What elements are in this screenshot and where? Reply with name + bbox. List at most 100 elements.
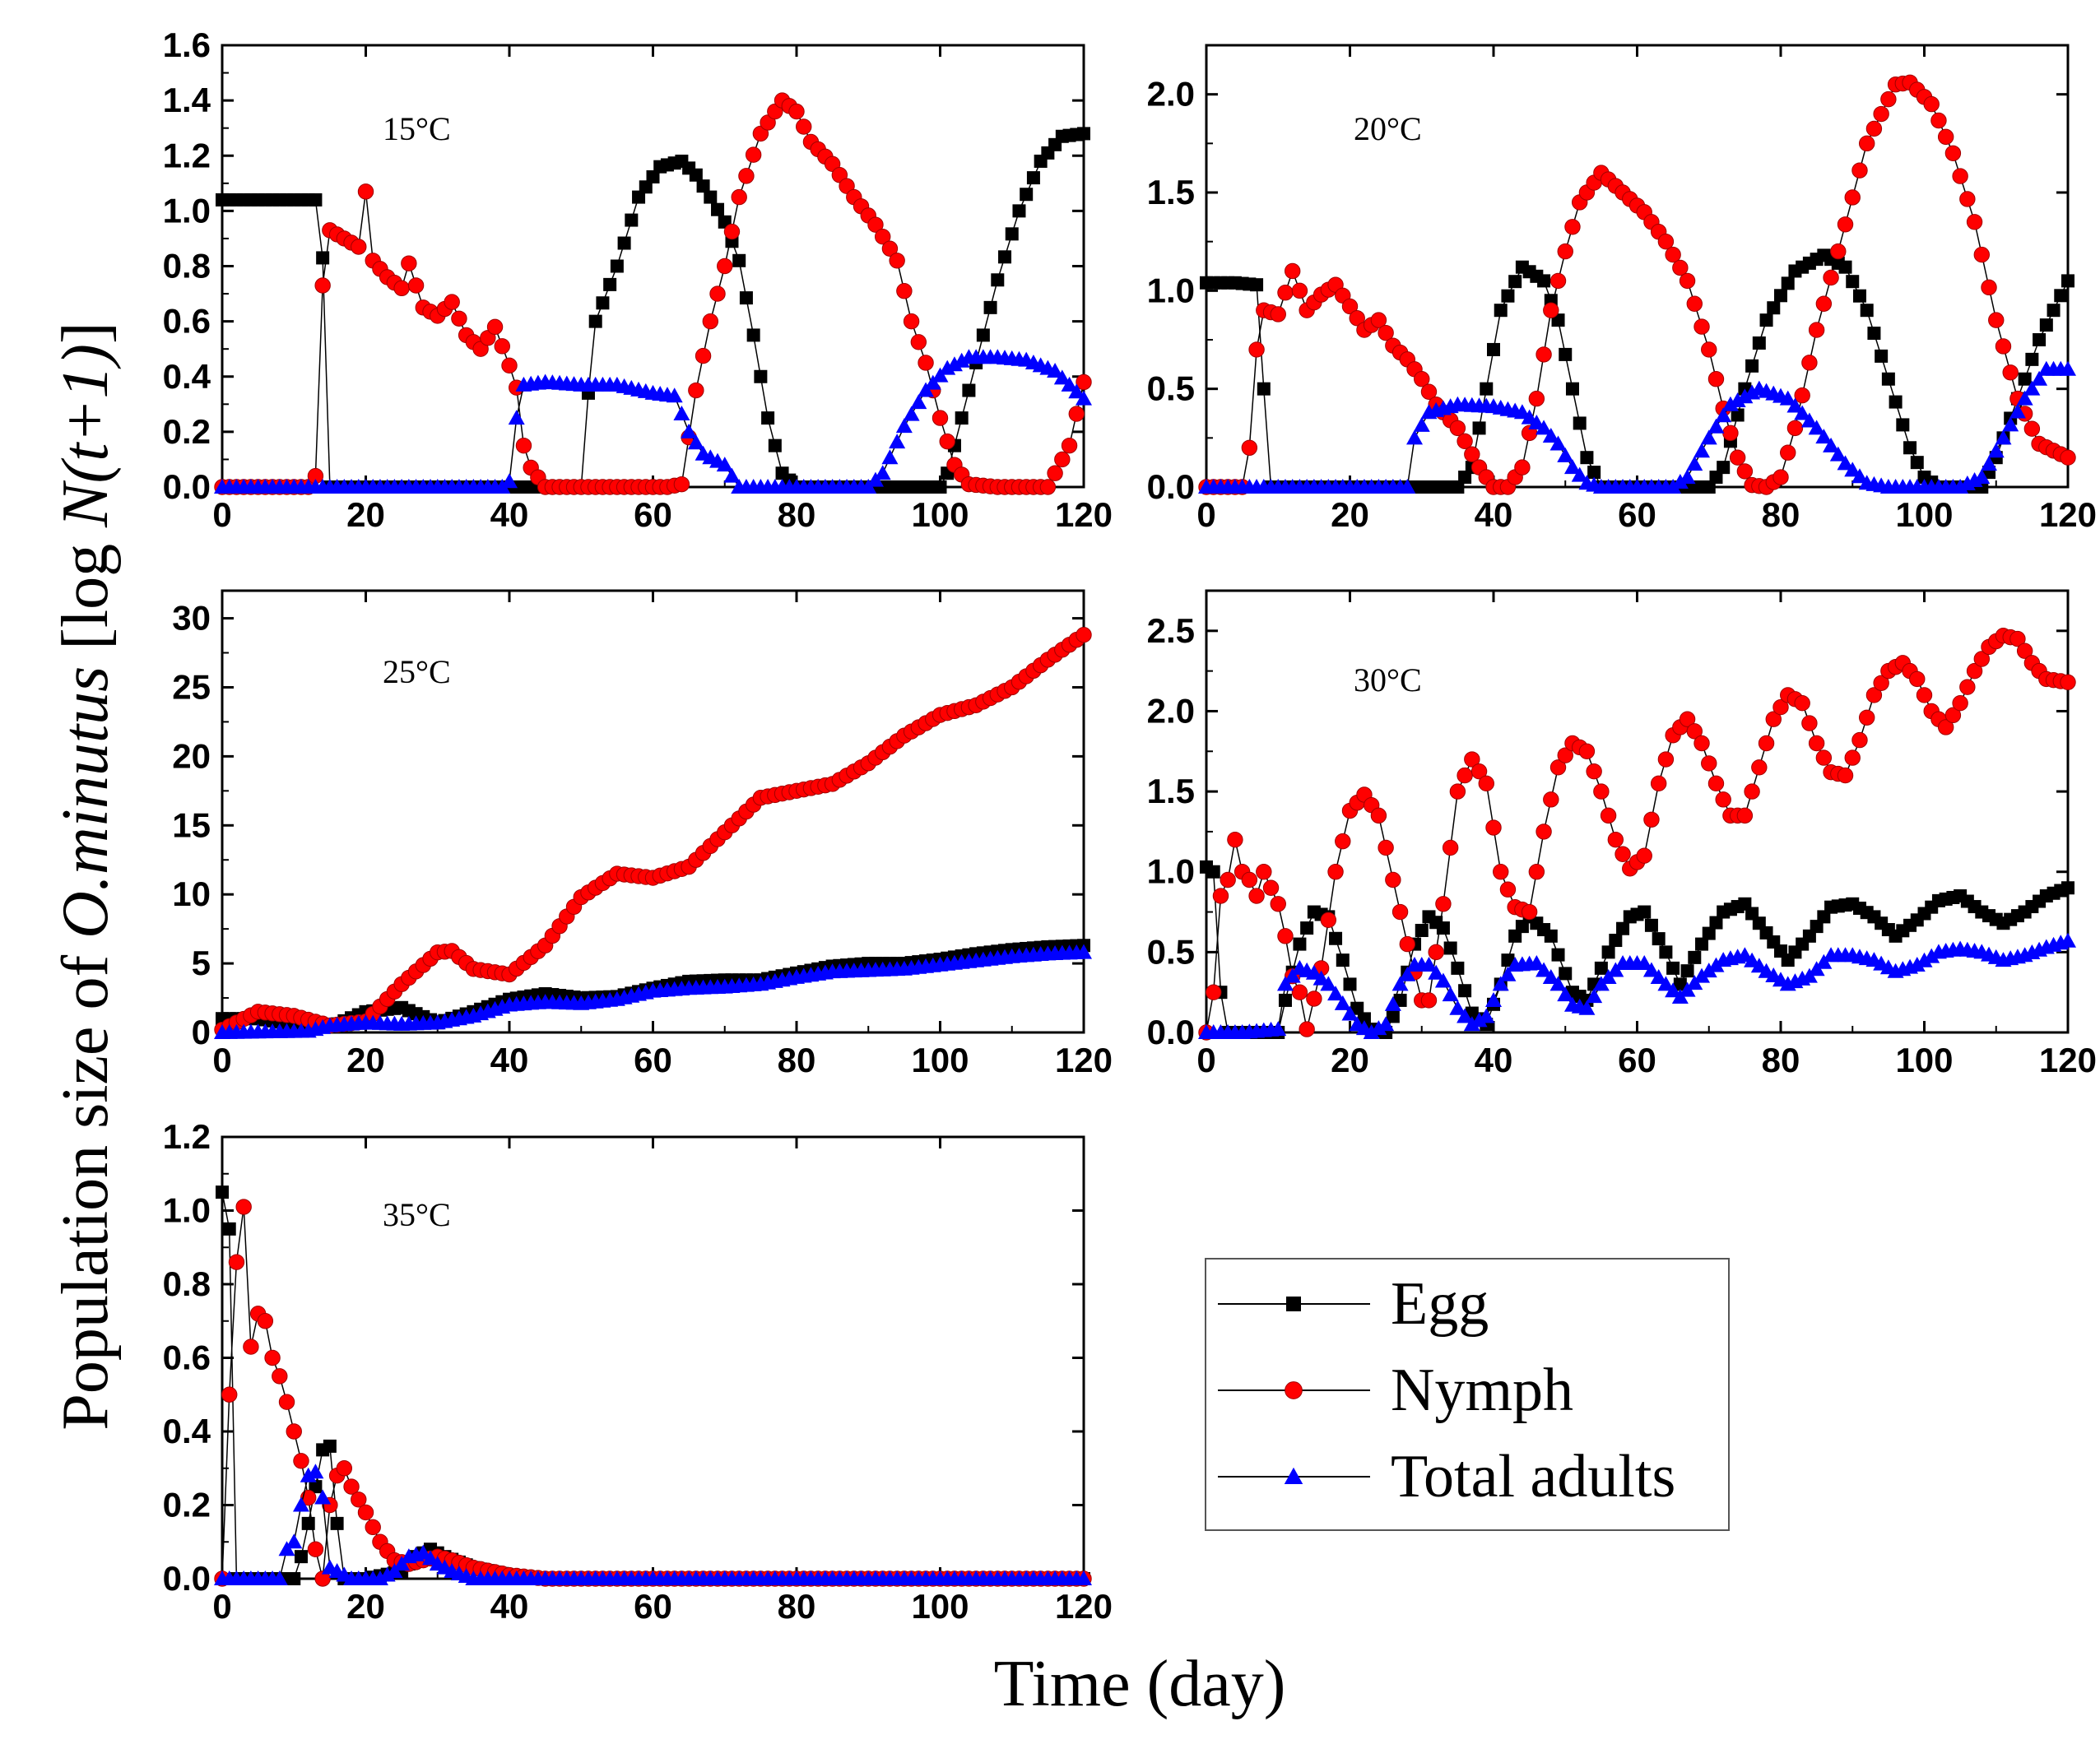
panel-20c-nymph-point [1794,387,1810,404]
panel-35c-total-adults-point [314,1489,332,1505]
panel-20c-egg-point [1860,304,1874,318]
panel-30c-total-adults-point [1693,967,1711,983]
panel-30c-nymph-point [1493,864,1509,880]
panel-20c-nymph-point [1414,371,1430,387]
panel-35c-x-tick-label: 0 [212,1587,231,1626]
panel-20c-nymph-point [1859,135,1875,152]
panel-15c-nymph-point [709,285,726,302]
panel-30c-nymph-point [1464,751,1480,768]
panel-30c-nymph-point [1873,675,1889,691]
panel-30c-nymph-point [2009,630,2026,647]
panel-30c-nymph-point [2060,674,2076,691]
panel-30c-nymph-point [1449,783,1466,800]
panel-30c-x-tick-label: 40 [1475,1041,1513,1079]
panel-20c-egg-point [2054,289,2068,303]
panel-35c-y-tick-label: 1.2 [163,1117,211,1156]
panel-30c-y-tick-label: 2.5 [1147,611,1195,650]
panel-30c-nymph-point [1679,711,1696,727]
panel-30c-total-adults-point [1363,1024,1380,1039]
panel-20c-total-adults-point [1406,429,1424,445]
panel-30c-nymph-point [1815,749,1833,766]
panel-30c-egg-point [1293,937,1307,951]
panel-30c-nymph-point [1701,755,1717,772]
panel-15c-nymph-point [867,216,884,233]
panel-15c-nymph-point [881,240,899,257]
panel-30c-nymph-point [1378,839,1394,856]
panel-35c-egg-point [330,1516,344,1530]
panel-30c-egg-point [1551,948,1565,962]
panel-20c-egg-point [1472,421,1486,435]
panel-15c-total-adults-point [501,473,518,489]
panel-20c-nymph-point [1736,463,1754,480]
panel-15c-egg-point [632,190,646,204]
panel-25c-series-total-adults [214,944,1092,1039]
panel-20c-nymph-point [1672,259,1689,276]
panel-15c-total-adults-point [1061,376,1078,392]
panel-15c-egg-point [1020,188,1034,202]
panel-20c-nymph-point [1370,312,1387,328]
panel-15c-nymph-point [717,257,733,275]
panel-15c-nymph-point [903,313,920,330]
panel-15c-total-adults-point [666,387,683,403]
panel-20c-nymph-point [1665,246,1681,263]
panel-20c-nymph-point [1944,145,1962,161]
panel-30c-nymph-point [1320,912,1337,929]
panel-30c-nymph-point [1808,735,1825,752]
panel-30c-nymph-point [1327,864,1344,880]
panel-30c-nymph-point [1607,831,1624,848]
panel-20c-nymph-point [1808,322,1825,338]
panel-35c-y-tick-label: 1.0 [163,1191,211,1230]
panel-20c-nymph-point [1701,341,1717,358]
panel-20c-total-adults-point [1851,468,1868,484]
panel-20c-egg-point [1781,276,1795,290]
legend-label-nymph: Nymph [1391,1357,1573,1424]
panel-15c-egg-point [309,193,323,206]
panel-20c-egg-point [1881,372,1895,386]
panel-20c-total-adults-point [1557,447,1574,462]
panel-15c-x-tick-label: 0 [212,495,231,534]
panel-25c-nymph-point [1076,627,1092,643]
panel-30c-nymph-point [1248,888,1265,904]
panel-15c-total-adults-point [687,434,704,450]
panel-35c-nymph-point [343,1478,360,1495]
panel-20c-total-adults-point [1823,437,1840,452]
panel-30c-nymph-point [1528,864,1545,880]
panel-30c-nymph-point [1758,735,1775,752]
panel-15c-x-tick-label: 100 [911,495,969,534]
panel-30c-total-adults-point [1305,964,1322,980]
panel-15c-nymph-point [702,313,718,330]
panel-30c-egg-point [1594,961,1608,975]
panel-30c-nymph-point [1399,935,1416,953]
panel-20c-nymph-point [1514,459,1531,476]
panel-25c-x-tick-label: 100 [911,1041,969,1079]
panel-15c-nymph-point [673,476,690,493]
panel-15c-x-tick-label: 80 [778,495,816,534]
panels: 0 20 40 60 80 100 1200.00.20.40.60.81.01.21.41… [163,26,2097,1626]
panel-35c-egg-point [216,1185,229,1199]
legend-marker-egg [1286,1297,1301,1311]
panel-30c-nymph-point [1435,896,1452,912]
panel-20c-egg-point [1759,313,1773,327]
panel-15c-nymph-point [738,168,755,184]
panel-20c-total-adults-point [1786,397,1804,413]
panel-30c-nymph-point [1837,767,1854,784]
panel-20c-nymph-point [2060,449,2076,466]
panel-15c: 0 20 40 60 80 100 120 0.0 0.2 0.4 0.6 0.8 1.0 1.2 1.4 1… [163,26,1113,534]
panel-20c-egg-point [2025,352,2039,366]
panel-30c-total-adults-point [1916,952,1933,967]
panel-30c-total-adults-point [1276,976,1294,991]
panel-15c-nymph-point [788,103,805,120]
panel-35c-x-tick-label: 40 [490,1587,529,1626]
panel-15c-egg-point [603,277,617,291]
panel-30c-x-tick-label: 20 [1331,1041,1369,1079]
panel-30c-total-adults-point [1463,1016,1480,1032]
panel-15c-total-adults-point [1076,390,1092,406]
panel-15c-nymph-point [401,255,417,271]
panel-30c-total-adults-point [1270,1021,1287,1037]
panel-30c-x-tick-label: 120 [2039,1041,2097,1079]
panel-30c-nymph-point [1916,687,1933,703]
panel-15c-y-tick-label: 0.8 [163,247,211,285]
panel-15c-total-adults-point [1047,363,1064,378]
panel-35c-total-adults-point [1076,1570,1092,1585]
panel-20c-total-adults-point [1715,407,1732,423]
